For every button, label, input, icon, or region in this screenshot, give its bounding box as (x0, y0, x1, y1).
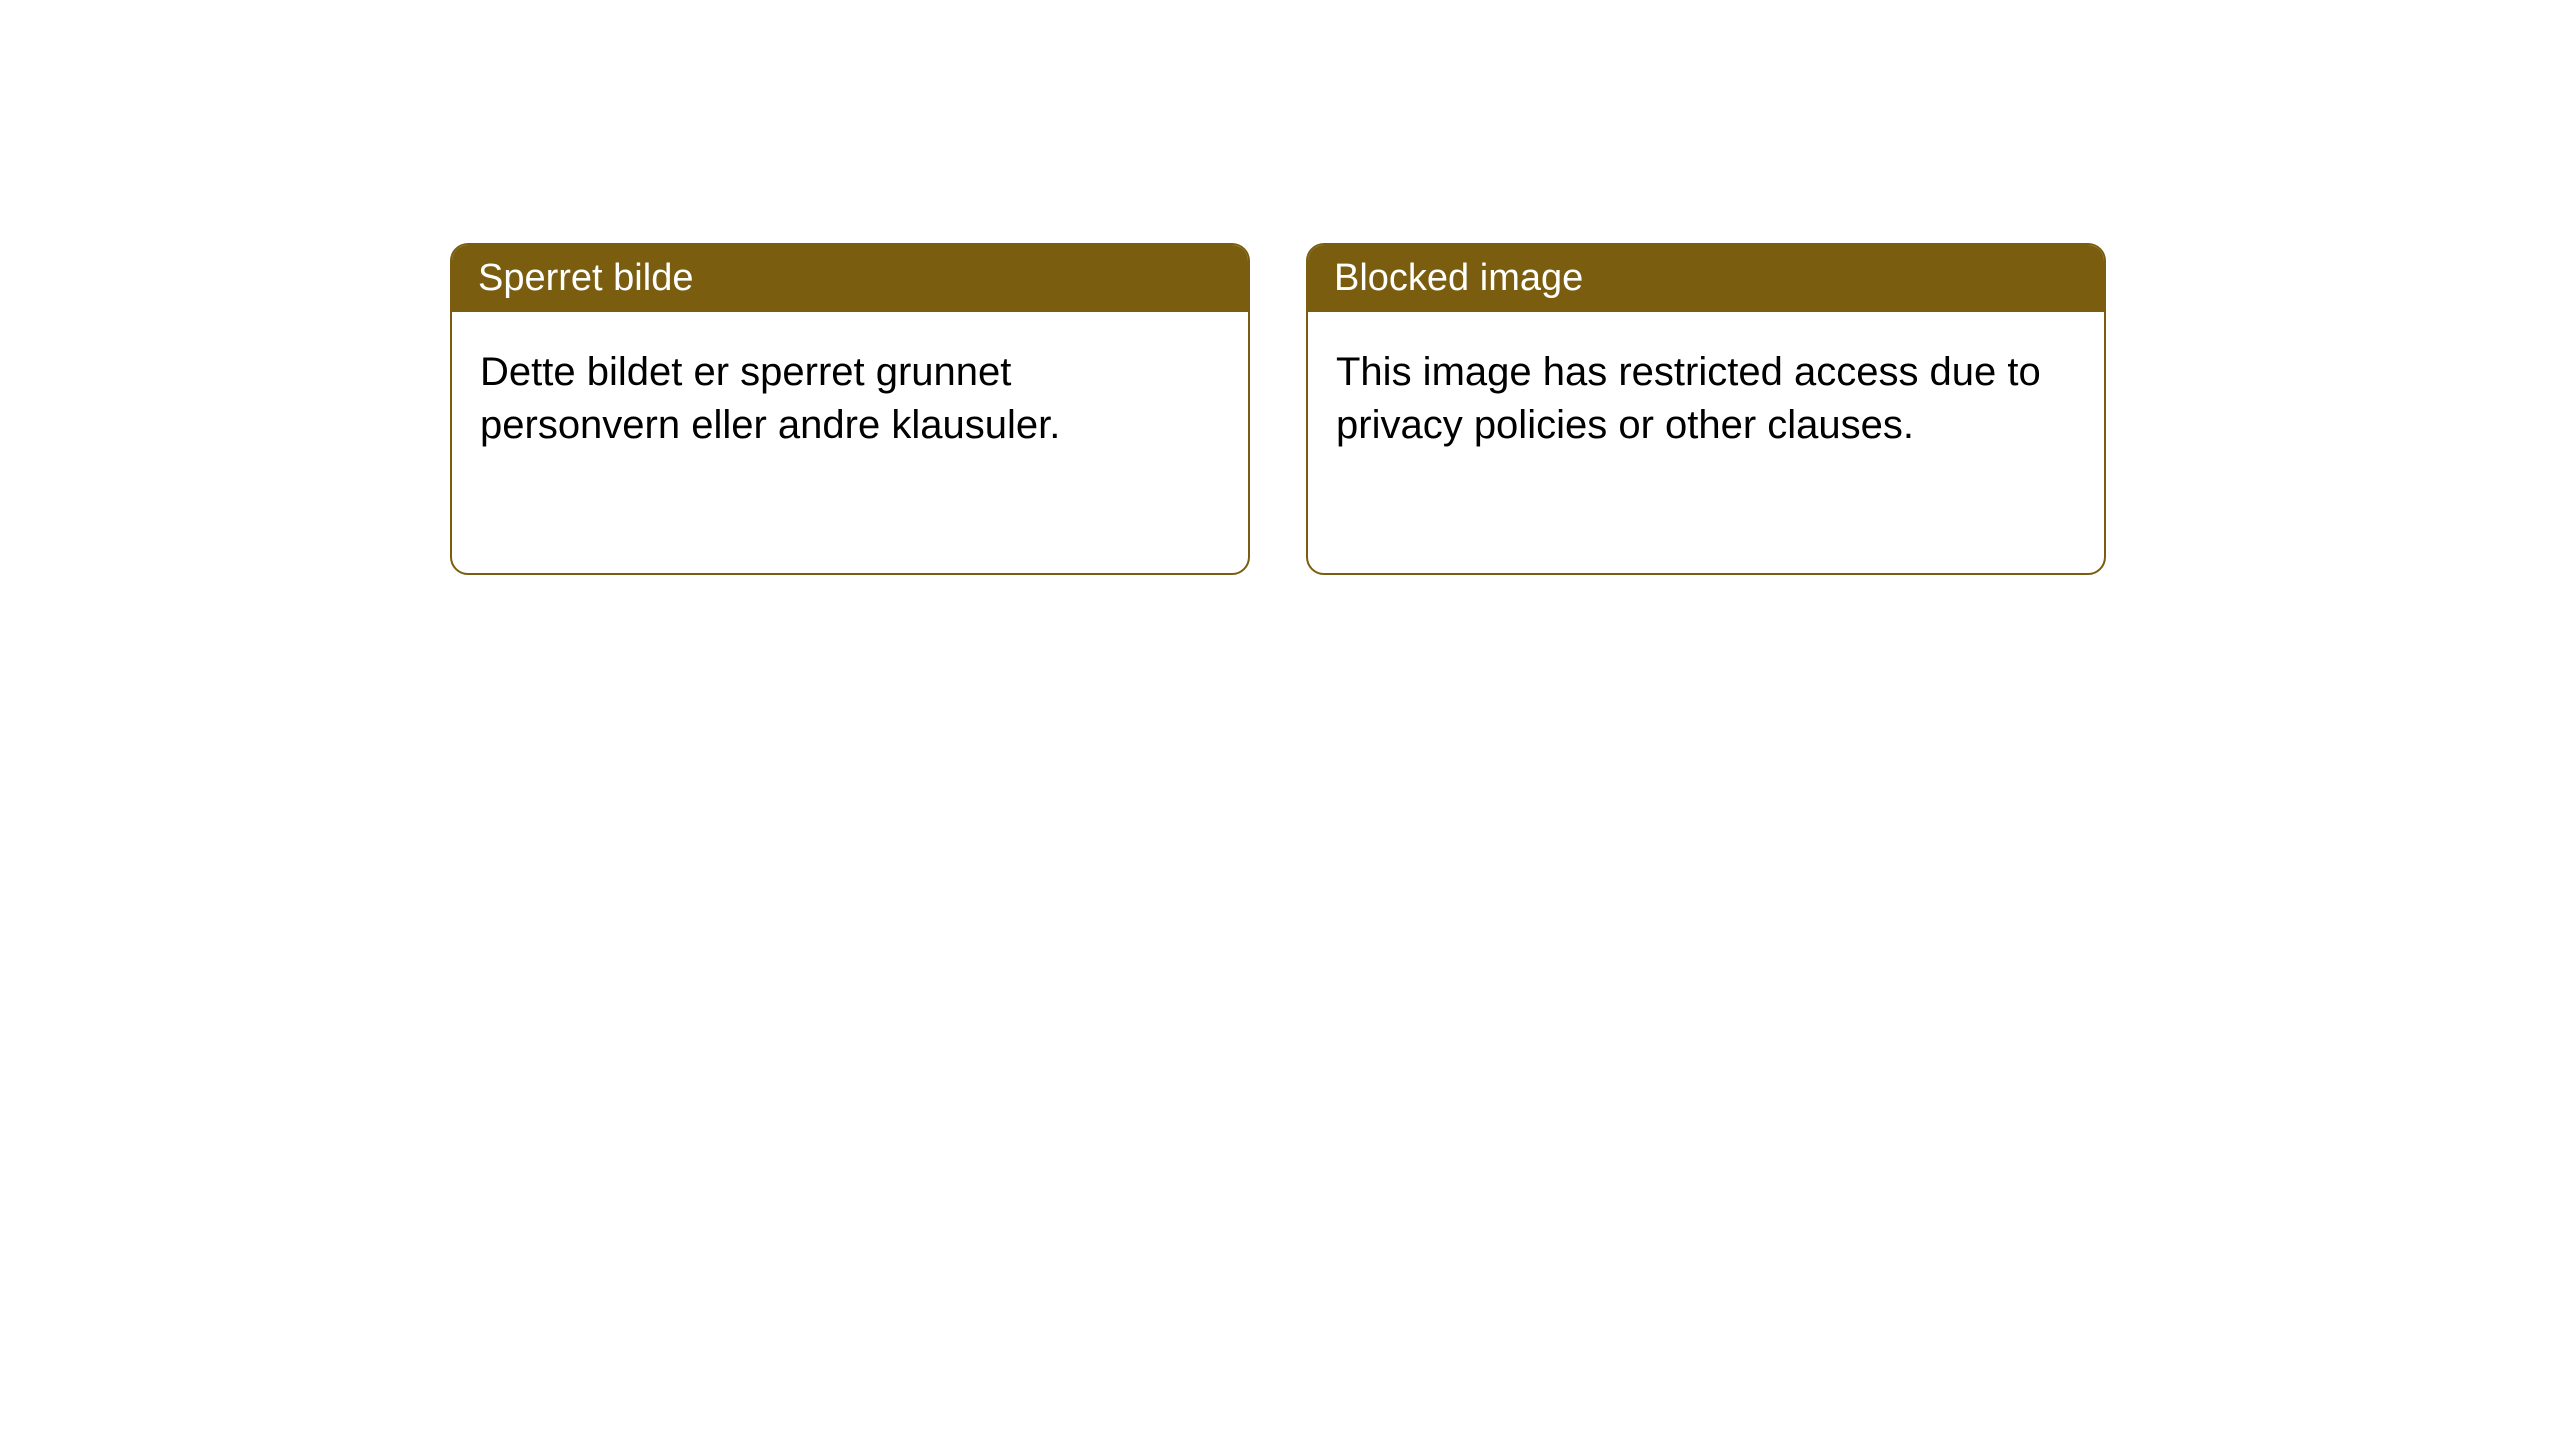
notice-box-norwegian: Sperret bilde Dette bildet er sperret gr… (450, 243, 1250, 575)
notice-body: Dette bildet er sperret grunnet personve… (452, 312, 1248, 486)
notice-container: Sperret bilde Dette bildet er sperret gr… (450, 243, 2106, 575)
notice-box-english: Blocked image This image has restricted … (1306, 243, 2106, 575)
notice-message: Dette bildet er sperret grunnet personve… (480, 350, 1060, 447)
notice-title: Blocked image (1334, 257, 1583, 299)
notice-title: Sperret bilde (478, 257, 693, 299)
notice-body: This image has restricted access due to … (1308, 312, 2104, 486)
notice-header: Blocked image (1308, 245, 2104, 312)
notice-message: This image has restricted access due to … (1336, 350, 2041, 447)
notice-header: Sperret bilde (452, 245, 1248, 312)
